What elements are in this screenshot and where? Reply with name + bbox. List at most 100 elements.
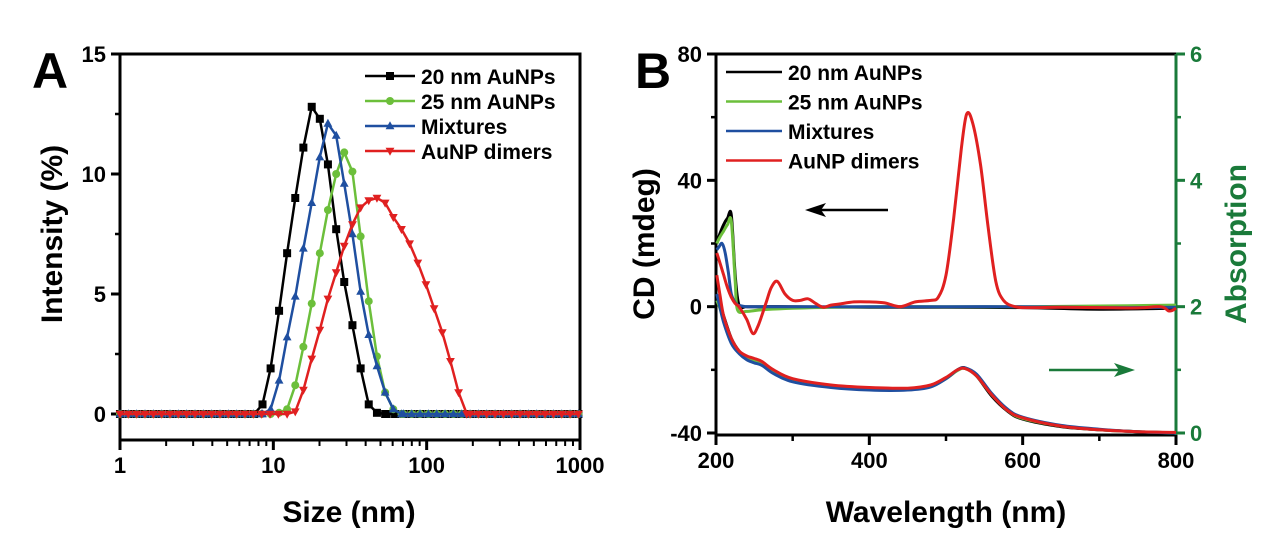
series-absorption-20-nm-aunps [715,296,1177,435]
triangle-down-marker [339,242,349,251]
triangle-down-marker [524,410,533,419]
y-tick-label: 40 [678,168,702,193]
legend-entry: Mixtures [365,116,507,139]
panel-b-y2-axis-title: Absorption [1220,164,1253,324]
y-tick-label: -40 [670,421,702,446]
square-marker [258,400,267,409]
triangle-up-marker [290,291,300,300]
triangle-up-marker [432,409,442,418]
panel-a-series [115,102,583,419]
series-absorption-25-nm-aunps [715,299,1177,435]
triangle-up-marker [372,361,382,370]
triangle-down-marker [385,147,395,156]
triangle-up-marker [440,409,450,418]
triangle-down-marker [140,410,150,419]
triangle-down-marker [532,410,542,419]
arrow-head [1114,363,1135,377]
triangle-up-marker [364,330,374,338]
triangle-down-marker [282,410,292,419]
legend-label: Mixtures [788,121,874,144]
triangle-down-marker [499,410,508,419]
x-tick-label: 1 [114,453,126,478]
y-tick-label: 5 [94,282,106,307]
triangle-down-marker [388,214,398,222]
triangle-down-marker [190,410,200,419]
triangle-down-marker [290,408,300,417]
square-marker [391,410,400,418]
triangle-down-marker [437,329,447,338]
legend-entry: 20 nm AuNPs [365,66,556,89]
triangle-up-marker [380,387,390,396]
triangle-up-marker [415,409,425,418]
triangle-down-marker [265,410,275,419]
square-marker [307,102,316,111]
triangle-up-marker [388,404,398,413]
y-tick-label: 0 [690,295,702,320]
panel-a-letter: A [32,43,68,99]
legend-entry: 20 nm AuNPs [726,62,923,85]
x-tick-label: 10 [261,453,285,478]
x-tick-label: 100 [408,453,445,478]
circle-marker [364,297,373,306]
triangle-down-marker [132,410,142,419]
triangle-up-marker [348,229,357,238]
x-tick-label: 200 [698,448,735,473]
square-marker [340,278,349,286]
x-tick-label: 800 [1158,448,1195,473]
triangle-up-marker [331,130,341,139]
triangle-down-marker [397,226,406,234]
triangle-down-marker [223,410,233,419]
triangle-down-marker [446,358,455,366]
y2-tick-label: 2 [1190,295,1202,320]
circle-marker [340,148,349,157]
square-marker [291,194,300,202]
triangle-down-marker [364,197,374,206]
triangle-up-marker [356,286,366,295]
triangle-up-marker [407,409,417,418]
square-marker [364,400,373,409]
triangle-down-marker [307,355,317,364]
triangle-down-marker [115,410,125,419]
circle-marker [299,342,308,351]
triangle-down-marker [429,305,439,314]
triangle-up-marker [385,121,395,130]
arrow-head [805,203,826,217]
square-marker [266,364,275,373]
triangle-down-marker [490,410,500,419]
triangle-up-marker [274,375,284,384]
triangle-down-marker [198,410,208,419]
triangle-up-marker [323,118,333,127]
legend-label: Mixtures [421,116,507,139]
legend-label: 20 nm AuNPs [788,62,923,85]
triangle-down-marker [148,410,158,419]
circle-marker [307,299,316,308]
x-tick-label: 400 [851,448,888,473]
panel-a-axes: 0 5 10 15 1 10 100 1000 [82,42,605,478]
series-cd-mixtures [715,241,1177,310]
triangle-up-marker [448,409,458,418]
triangle-down-marker [413,259,423,268]
triangle-up-marker [457,409,467,418]
series-line [120,149,579,416]
triangle-down-marker [507,410,517,419]
triangle-down-marker [421,281,431,290]
triangle-up-marker [298,243,308,252]
triangle-down-marker [405,240,415,249]
panel-a-x-axis-title: Size (nm) [282,496,415,529]
y-tick-label: 10 [82,162,106,187]
y-tick-label: 0 [94,402,106,427]
triangle-up-marker [282,332,292,341]
y-tick-label: 15 [82,42,106,67]
legend-entry: 25 nm AuNPs [726,92,923,115]
square-marker [386,72,394,80]
triangle-down-marker [574,410,583,419]
cd-axis-arrow [805,203,888,217]
legend-label: 20 nm AuNPs [421,66,556,89]
triangle-down-marker [549,410,558,419]
circle-marker [356,232,365,241]
panel-b-legend: 20 nm AuNPs 25 nm AuNPs Mixtures AuNP dimer… [726,62,923,174]
panel-b-letter: B [635,43,671,99]
